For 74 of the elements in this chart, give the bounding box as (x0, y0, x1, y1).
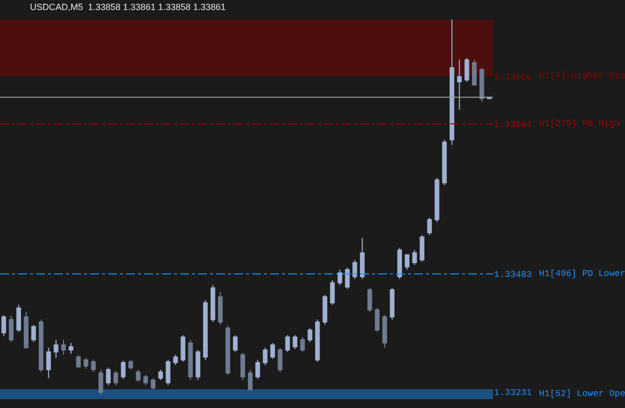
candlestick (450, 19, 454, 146)
candlestick (203, 300, 208, 360)
band-label: H1[52] Lower Ope (539, 389, 625, 399)
candlestick (166, 359, 170, 386)
ref-line-label: H1[496] PD Lower (539, 269, 625, 279)
candlestick (464, 57, 470, 82)
candlestick (1, 314, 6, 337)
candlestick (98, 369, 104, 396)
band-label: H1[4] Higher Ope (539, 71, 625, 81)
candlestick (315, 319, 320, 362)
candlestick (420, 234, 424, 262)
candlestick (188, 339, 193, 380)
candlestick (31, 324, 36, 343)
candlestick (150, 378, 156, 390)
candlestick (382, 314, 388, 348)
candlestick (427, 217, 432, 236)
candlestick (285, 334, 290, 352)
candlestick (255, 359, 260, 380)
candlestick (158, 369, 163, 380)
candlestick (173, 354, 178, 366)
candlestick (292, 334, 298, 350)
candlestick (76, 354, 81, 368)
candlestick (345, 267, 350, 290)
candlestick (390, 287, 394, 320)
candlestick (442, 139, 447, 186)
candlestick (457, 59, 462, 110)
candlestick (91, 359, 96, 373)
candlestick (232, 334, 238, 352)
candlestick (248, 369, 253, 390)
candlestick (46, 347, 51, 379)
candlestick (226, 325, 230, 376)
candlestick (308, 328, 312, 343)
candlestick (330, 279, 335, 306)
candlestick (352, 259, 358, 280)
candlestick (68, 342, 74, 354)
candlestick (397, 247, 402, 280)
candlestick (38, 319, 44, 373)
chart-title: USDCAD,M5 1.33858 1.33861 1.33858 1.33861 (30, 2, 226, 12)
candlestick (472, 59, 477, 86)
candlestick (270, 342, 275, 360)
candlestick (84, 357, 88, 370)
candlestick (338, 269, 342, 286)
candlestick (61, 339, 66, 356)
y-tick-label: 1.33804 (494, 120, 532, 130)
candlestick (360, 237, 365, 280)
y-tick-label: 1.33483 (494, 270, 532, 280)
candlestick (300, 336, 305, 352)
candlestick (210, 284, 216, 323)
candlestick (240, 352, 246, 380)
candlestick (16, 304, 21, 332)
candlestick (128, 359, 134, 370)
candlestick (54, 339, 58, 358)
candlestick (278, 347, 282, 373)
candlestick (322, 294, 328, 326)
candlestick (136, 369, 141, 382)
candlestick (262, 347, 268, 366)
candlestick (143, 374, 148, 386)
candlestick (367, 287, 372, 312)
candlestick (106, 367, 111, 386)
candlestick (374, 307, 380, 332)
candlestick (479, 67, 484, 102)
y-tick-label: 1.33231 (494, 388, 532, 398)
candlestick (196, 350, 200, 380)
candlestick (8, 315, 14, 343)
y-tick-label: 1.33906 (494, 72, 532, 82)
candlestick (120, 360, 126, 380)
ref-line-label: H1[279] PD High (539, 119, 620, 129)
candlestick (113, 370, 118, 386)
candlestick (404, 254, 410, 270)
candlestick (24, 311, 28, 348)
candlestick (218, 292, 223, 326)
candlestick (180, 334, 186, 362)
candlestick (434, 178, 440, 222)
candlestick (412, 250, 417, 266)
